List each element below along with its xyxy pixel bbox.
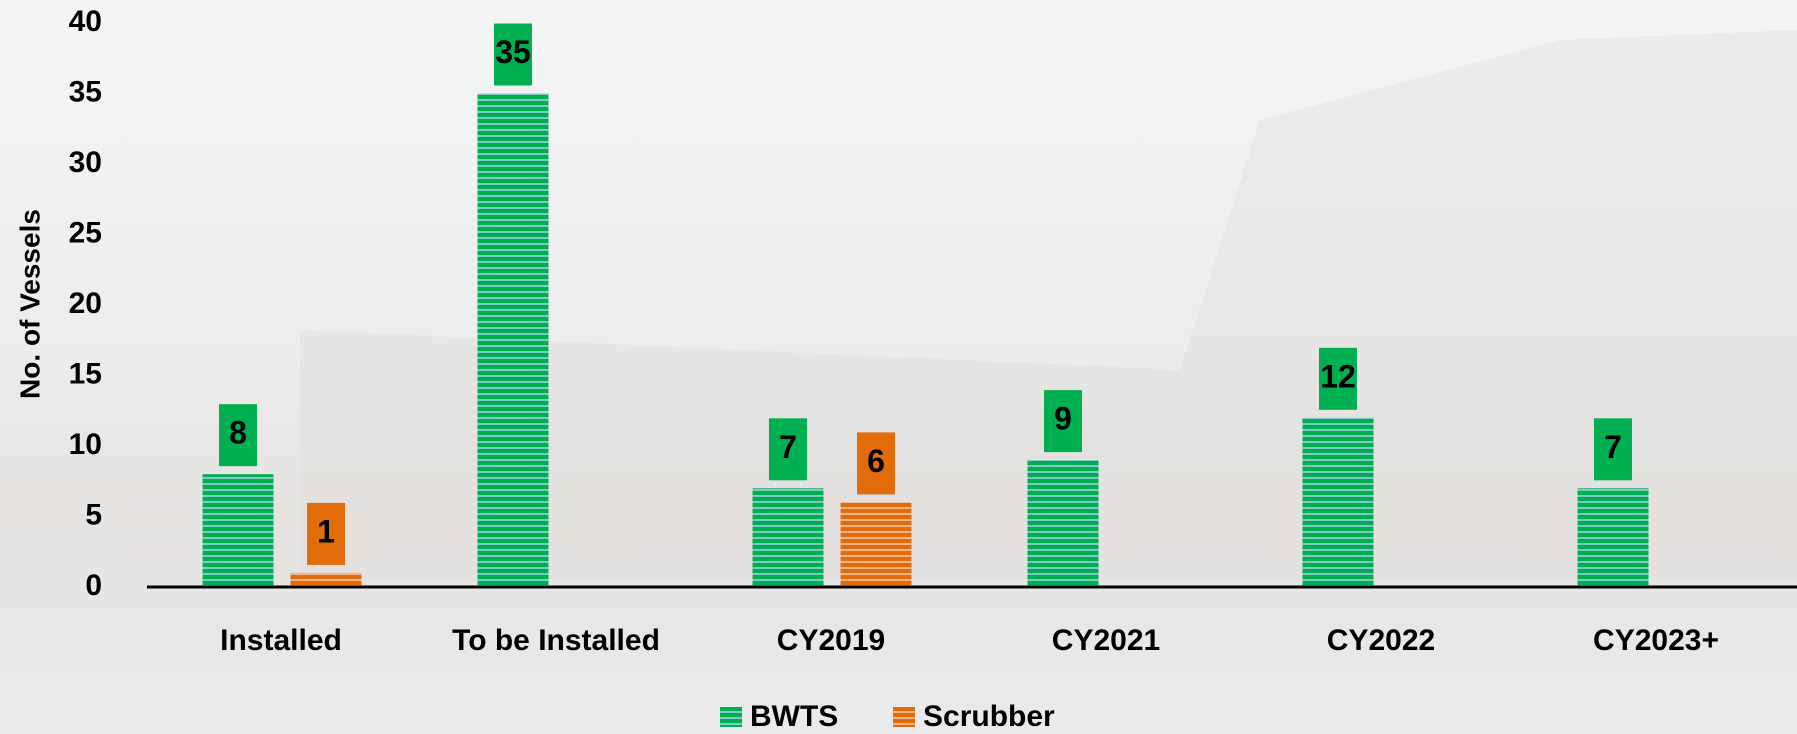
x-tick-label: To be Installed bbox=[452, 624, 660, 657]
x-tick-label: CY2019 bbox=[777, 624, 885, 657]
background-ship bbox=[300, 30, 1797, 580]
y-tick-label: 15 bbox=[69, 357, 102, 390]
bar bbox=[752, 488, 824, 587]
y-tick-label: 30 bbox=[69, 146, 102, 179]
value-label-box bbox=[769, 418, 807, 481]
y-axis-label: No. of Vessels bbox=[14, 209, 45, 399]
y-tick-label: 0 bbox=[85, 569, 102, 602]
bar bbox=[1027, 460, 1099, 587]
bar bbox=[1302, 417, 1374, 587]
bar bbox=[477, 93, 549, 587]
bar bbox=[202, 474, 274, 587]
legend-label: Scrubber bbox=[923, 700, 1055, 733]
value-label-box bbox=[494, 23, 532, 86]
bar bbox=[290, 572, 362, 587]
value-label: 7 bbox=[779, 429, 797, 465]
x-tick-label: CY2021 bbox=[1052, 624, 1160, 657]
value-label-box bbox=[307, 502, 345, 565]
value-label: 7 bbox=[1604, 429, 1622, 465]
value-label: 35 bbox=[495, 34, 531, 70]
bar bbox=[1577, 488, 1649, 587]
value-label: 1 bbox=[317, 513, 335, 549]
legend-label: BWTS bbox=[750, 700, 838, 733]
legend-swatch bbox=[893, 707, 915, 727]
value-label: 8 bbox=[229, 415, 247, 451]
y-tick-label: 40 bbox=[69, 5, 102, 38]
x-tick-label: CY2023+ bbox=[1593, 624, 1719, 657]
y-tick-label: 5 bbox=[85, 498, 102, 531]
y-tick-label: 10 bbox=[69, 428, 102, 461]
y-tick-label: 35 bbox=[69, 75, 102, 108]
y-tick-label: 20 bbox=[69, 287, 102, 320]
value-label: 12 bbox=[1320, 358, 1356, 394]
value-label-box bbox=[857, 432, 895, 495]
value-label-box bbox=[219, 404, 257, 467]
value-label: 9 bbox=[1054, 401, 1072, 437]
legend-swatch bbox=[720, 707, 742, 727]
value-label: 6 bbox=[867, 443, 885, 479]
x-tick-label: CY2022 bbox=[1327, 624, 1435, 657]
value-label-box bbox=[1044, 390, 1082, 453]
y-tick-label: 25 bbox=[69, 216, 102, 249]
bar bbox=[840, 502, 912, 587]
value-label-box bbox=[1319, 347, 1357, 410]
value-label-box bbox=[1594, 418, 1632, 481]
x-tick-label: Installed bbox=[220, 624, 342, 657]
